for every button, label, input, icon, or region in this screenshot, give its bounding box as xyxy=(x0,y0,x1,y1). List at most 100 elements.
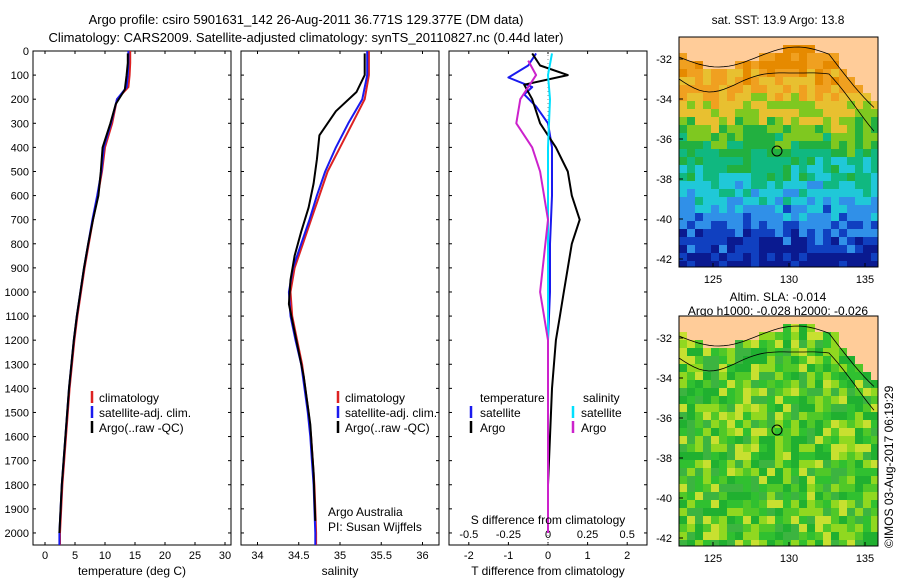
map-cell xyxy=(703,261,711,267)
credit-pi: PI: Susan Wijffels xyxy=(328,520,422,534)
map-cell xyxy=(807,109,815,117)
map-cell xyxy=(855,388,863,396)
map-cell xyxy=(695,141,703,149)
map-cell xyxy=(791,165,799,173)
map-cell xyxy=(863,173,871,181)
map-cell xyxy=(807,165,815,173)
map-cell xyxy=(807,189,815,197)
map-cell xyxy=(791,324,799,332)
map-cell xyxy=(855,452,863,460)
map-cell xyxy=(759,165,767,173)
map-cell xyxy=(799,484,807,492)
map-cell xyxy=(775,141,783,149)
x-tick-label: 0 xyxy=(545,550,551,562)
map-cell xyxy=(871,524,878,532)
map-cell xyxy=(767,356,775,364)
map-cell xyxy=(695,149,703,157)
map-cell xyxy=(743,117,751,125)
map-cell xyxy=(695,396,703,404)
map-cell xyxy=(727,173,735,181)
lat-tick-label: -32 xyxy=(656,333,672,345)
map-cell xyxy=(735,540,743,546)
map-cell xyxy=(783,452,791,460)
map-cell xyxy=(839,460,847,468)
map-cell xyxy=(871,221,878,229)
map-cell xyxy=(735,229,743,237)
map-cell xyxy=(735,101,743,109)
map-cell xyxy=(799,245,807,253)
map-cell xyxy=(703,476,711,484)
map-cell xyxy=(743,221,751,229)
map-cell xyxy=(679,85,687,93)
map-cell xyxy=(807,404,815,412)
map-cell xyxy=(679,356,687,364)
map-cell xyxy=(783,101,791,109)
map-cell xyxy=(687,452,695,460)
map-cell xyxy=(711,436,719,444)
map-cell xyxy=(839,261,847,267)
map-cell xyxy=(815,205,823,213)
lon-tick-label: 125 xyxy=(704,553,722,565)
map-cell xyxy=(767,340,775,348)
map-cell xyxy=(839,157,847,165)
map-cell xyxy=(703,221,711,229)
map-cell xyxy=(751,189,759,197)
map-cell xyxy=(679,93,687,101)
map-cell xyxy=(687,412,695,420)
map-cell xyxy=(695,205,703,213)
map-cell xyxy=(767,133,775,141)
map-cell xyxy=(735,189,743,197)
map-cell xyxy=(831,500,839,508)
map-cell xyxy=(759,364,767,372)
depth-tick-label: 1200 xyxy=(5,335,29,347)
map-cell xyxy=(679,229,687,237)
map-cell xyxy=(831,364,839,372)
depth-tick-label: 1500 xyxy=(5,407,29,419)
map-cell xyxy=(799,165,807,173)
map-cell xyxy=(759,237,767,245)
map-cell xyxy=(751,492,759,500)
map-cell xyxy=(751,77,759,85)
map-cell xyxy=(807,524,815,532)
map-cell xyxy=(783,157,791,165)
map-cell xyxy=(815,261,823,267)
map-cell xyxy=(839,428,847,436)
map-cell xyxy=(719,420,727,428)
map-cell xyxy=(863,404,871,412)
map-cell xyxy=(871,109,878,117)
map-cell xyxy=(679,189,687,197)
map-cell xyxy=(823,372,831,380)
x-tick-label: -2 xyxy=(464,550,474,562)
map-cell xyxy=(775,404,783,412)
map-cell xyxy=(703,484,711,492)
map-cell xyxy=(847,524,855,532)
map-cell xyxy=(719,364,727,372)
map-cell xyxy=(799,460,807,468)
map-cell xyxy=(807,532,815,540)
map-cell xyxy=(695,229,703,237)
map-cell xyxy=(863,213,871,221)
map-cell xyxy=(695,452,703,460)
map-cell xyxy=(831,165,839,173)
map-cell xyxy=(799,117,807,125)
map-cell xyxy=(815,436,823,444)
map-cell xyxy=(823,452,831,460)
map-cell xyxy=(775,476,783,484)
map-cell xyxy=(839,245,847,253)
map-cell xyxy=(775,492,783,500)
map-cell xyxy=(735,197,743,205)
map-cell xyxy=(727,516,735,524)
map-cell xyxy=(839,500,847,508)
map-cell xyxy=(767,197,775,205)
map-cell xyxy=(855,133,863,141)
sst-map xyxy=(679,37,878,267)
map-cell xyxy=(783,484,791,492)
map-cell xyxy=(815,181,823,189)
map-cell xyxy=(791,340,799,348)
map-cell xyxy=(679,372,687,380)
map-cell xyxy=(839,420,847,428)
map-cell xyxy=(703,356,711,364)
map-cell xyxy=(847,205,855,213)
map-cell xyxy=(679,165,687,173)
map-cell xyxy=(687,484,695,492)
